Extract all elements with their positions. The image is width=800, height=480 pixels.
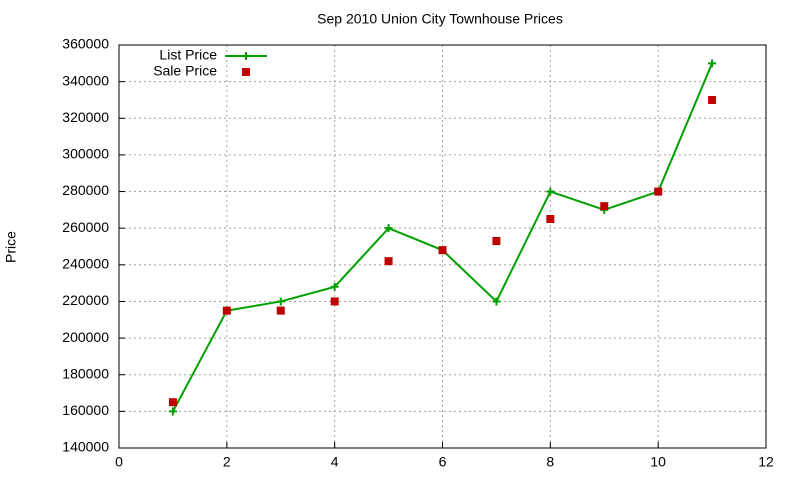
y-tick-label: 240000 xyxy=(62,256,109,272)
x-tick-label: 8 xyxy=(546,454,554,470)
y-tick-label: 260000 xyxy=(62,219,109,235)
legend-sample xyxy=(242,52,250,60)
point-marker xyxy=(276,306,285,315)
point-marker xyxy=(654,187,663,196)
y-tick-label: 340000 xyxy=(62,72,109,88)
x-tick-label: 4 xyxy=(331,454,339,470)
plot-border xyxy=(118,44,767,449)
point-marker xyxy=(600,202,609,211)
y-axis-label: Price xyxy=(3,231,19,263)
x-tick-label: 6 xyxy=(439,454,447,470)
point-marker xyxy=(438,246,447,255)
legend-sample xyxy=(242,68,250,76)
point-marker xyxy=(492,237,501,246)
point-marker xyxy=(384,224,393,233)
y-tick-label: 200000 xyxy=(62,329,109,345)
point-marker xyxy=(492,297,501,306)
x-tick-label: 2 xyxy=(223,454,231,470)
y-tick-label: 180000 xyxy=(62,365,109,381)
point-marker xyxy=(546,187,555,196)
y-tick-label: 160000 xyxy=(62,402,109,418)
point-marker xyxy=(384,257,393,266)
y-tick-label: 300000 xyxy=(62,146,109,162)
point-marker xyxy=(708,59,717,68)
point-marker xyxy=(222,306,231,315)
x-tick-label: 12 xyxy=(758,454,774,470)
point-marker xyxy=(708,95,717,104)
y-tick-label: 320000 xyxy=(62,109,109,125)
point-marker xyxy=(330,297,339,306)
legend-label: Sale Price xyxy=(153,63,217,79)
y-tick-label: 220000 xyxy=(62,292,109,308)
y-tick-label: 140000 xyxy=(62,439,109,455)
y-tick-label: 360000 xyxy=(62,36,109,52)
chart-title: Sep 2010 Union City Townhouse Prices xyxy=(317,11,563,27)
point-marker xyxy=(168,398,177,407)
x-tick-label: 10 xyxy=(650,454,666,470)
point-marker xyxy=(276,297,285,306)
point-marker xyxy=(546,215,555,224)
point-marker xyxy=(330,282,339,291)
legend-label: List Price xyxy=(159,47,217,63)
y-tick-label: 280000 xyxy=(62,182,109,198)
point-marker xyxy=(168,407,177,416)
x-tick-label: 0 xyxy=(115,454,123,470)
